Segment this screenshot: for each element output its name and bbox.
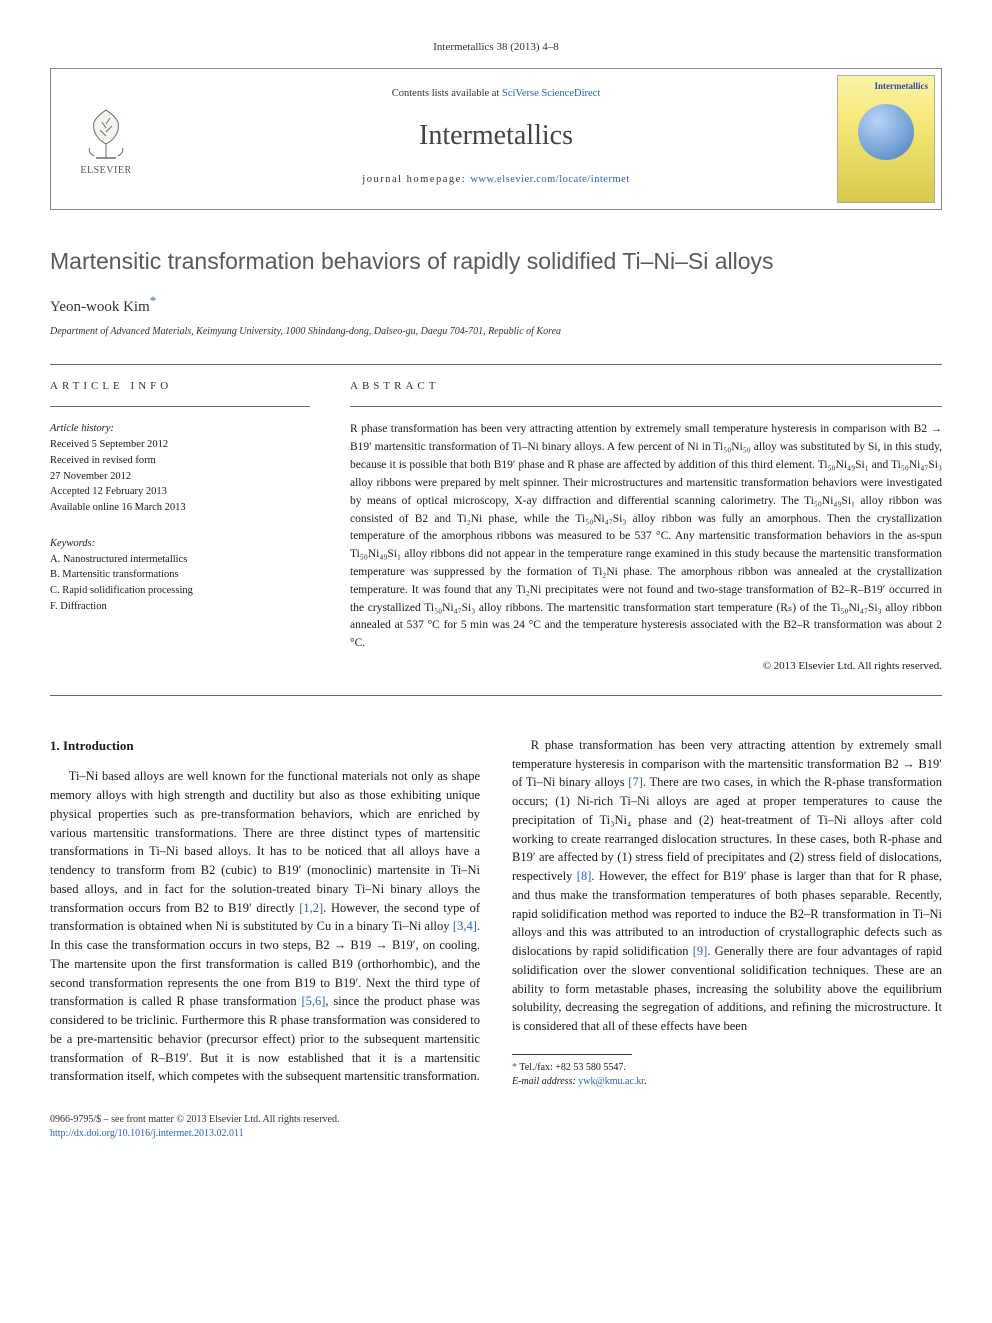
citation-link[interactable]: [3,4] (453, 919, 477, 933)
section-heading-intro: 1. Introduction (50, 736, 480, 756)
body-paragraph: R phase transformation has been very att… (512, 736, 942, 1036)
journal-reference: Intermetallics 38 (2013) 4–8 (50, 40, 942, 56)
history-revised-line2: 27 November 2012 (50, 469, 310, 485)
header-center: Contents lists available at SciVerse Sci… (161, 69, 831, 209)
footer-left: 0966-9795/$ – see front matter © 2013 El… (50, 1113, 339, 1142)
body-paragraph: Ti–Ni based alloys are well known for th… (50, 767, 480, 1086)
journal-name: Intermetallics (161, 116, 831, 157)
copyright-line: © 2013 Elsevier Ltd. All rights reserved… (350, 659, 942, 675)
article-history: Article history: Received 5 September 20… (50, 421, 310, 516)
divider (50, 695, 942, 696)
history-revised-line1: Received in revised form (50, 453, 310, 469)
contents-prefix: Contents lists available at (392, 88, 502, 99)
history-label: Article history: (50, 421, 310, 437)
sciencedirect-link[interactable]: SciVerse ScienceDirect (502, 88, 600, 99)
keyword-item: B. Martensitic transformations (50, 567, 310, 583)
affiliation: Department of Advanced Materials, Keimyu… (50, 325, 942, 340)
history-accepted: Accepted 12 February 2013 (50, 484, 310, 500)
elsevier-tree-icon (76, 100, 136, 160)
keyword-item: C. Rapid solidification processing (50, 583, 310, 599)
footer-issn-line: 0966-9795/$ – see front matter © 2013 El… (50, 1113, 339, 1128)
keyword-item: F. Diffraction (50, 599, 310, 615)
abstract-head: ABSTRACT (350, 379, 942, 395)
citation-link[interactable]: [7] (628, 775, 643, 789)
keyword-item: A. Nanostructured intermetallics (50, 552, 310, 568)
divider (350, 406, 942, 407)
footer-doi-link[interactable]: http://dx.doi.org/10.1016/j.intermet.201… (50, 1128, 244, 1139)
footnote-separator (512, 1054, 632, 1055)
citation-link[interactable]: [1,2] (299, 901, 323, 915)
publisher-logo-block: ELSEVIER (51, 69, 161, 209)
footnote-email-label: E-mail address: (512, 1076, 578, 1087)
article-title: Martensitic transformation behaviors of … (50, 245, 942, 278)
body-columns: 1. Introduction Ti–Ni based alloys are w… (50, 736, 942, 1089)
citation-link[interactable]: [8] (577, 869, 592, 883)
article-info-head: ARTICLE INFO (50, 379, 310, 395)
homepage-link[interactable]: www.elsevier.com/locate/intermet (470, 174, 629, 185)
meta-row: ARTICLE INFO Article history: Received 5… (50, 379, 942, 675)
cover-thumb-block: Intermetallics (831, 69, 941, 209)
author-line: Yeon-wook Kim* (50, 292, 942, 319)
corresponding-footnote: * Tel./fax: +82 53 580 5547. (512, 1061, 942, 1075)
article-info-column: ARTICLE INFO Article history: Received 5… (50, 379, 310, 675)
cover-title: Intermetallics (875, 80, 928, 93)
homepage-line: journal homepage: www.elsevier.com/locat… (161, 172, 831, 187)
keywords-block: Keywords: A. Nanostructured intermetalli… (50, 536, 310, 615)
divider (50, 406, 310, 407)
citation-link[interactable]: [9] (693, 944, 708, 958)
keywords-label: Keywords: (50, 536, 310, 552)
homepage-prefix: journal homepage: (362, 174, 470, 185)
history-online: Available online 16 March 2013 (50, 500, 310, 516)
footnote-email-link[interactable]: ywk@kmu.ac.kr (578, 1076, 644, 1087)
elsevier-label: ELSEVIER (80, 164, 131, 179)
abstract-text: R phase transformation has been very att… (350, 421, 942, 653)
cover-graphic-icon (858, 104, 914, 160)
abstract-column: ABSTRACT R phase transformation has been… (350, 379, 942, 675)
body-text: Ti–Ni based alloys are well known for th… (50, 769, 480, 914)
footnote-tel: +82 53 580 5547. (555, 1062, 626, 1073)
contents-available-line: Contents lists available at SciVerse Sci… (161, 86, 831, 101)
journal-ref-link[interactable]: Intermetallics 38 (2013) 4–8 (433, 41, 559, 53)
footnote-tel-label: Tel./fax: (519, 1062, 555, 1073)
journal-cover-thumbnail: Intermetallics (837, 75, 935, 203)
footer-bar: 0966-9795/$ – see front matter © 2013 El… (50, 1113, 942, 1142)
divider (50, 364, 942, 365)
journal-header: ELSEVIER Contents lists available at Sci… (50, 68, 942, 210)
corresponding-author-mark[interactable]: * (150, 293, 157, 308)
author-name: Yeon-wook Kim (50, 299, 150, 315)
citation-link[interactable]: [5,6] (301, 994, 325, 1008)
email-footnote: E-mail address: ywk@kmu.ac.kr. (512, 1075, 942, 1089)
body-text: . There are two cases, in which the R-ph… (512, 775, 942, 883)
history-received: Received 5 September 2012 (50, 437, 310, 453)
